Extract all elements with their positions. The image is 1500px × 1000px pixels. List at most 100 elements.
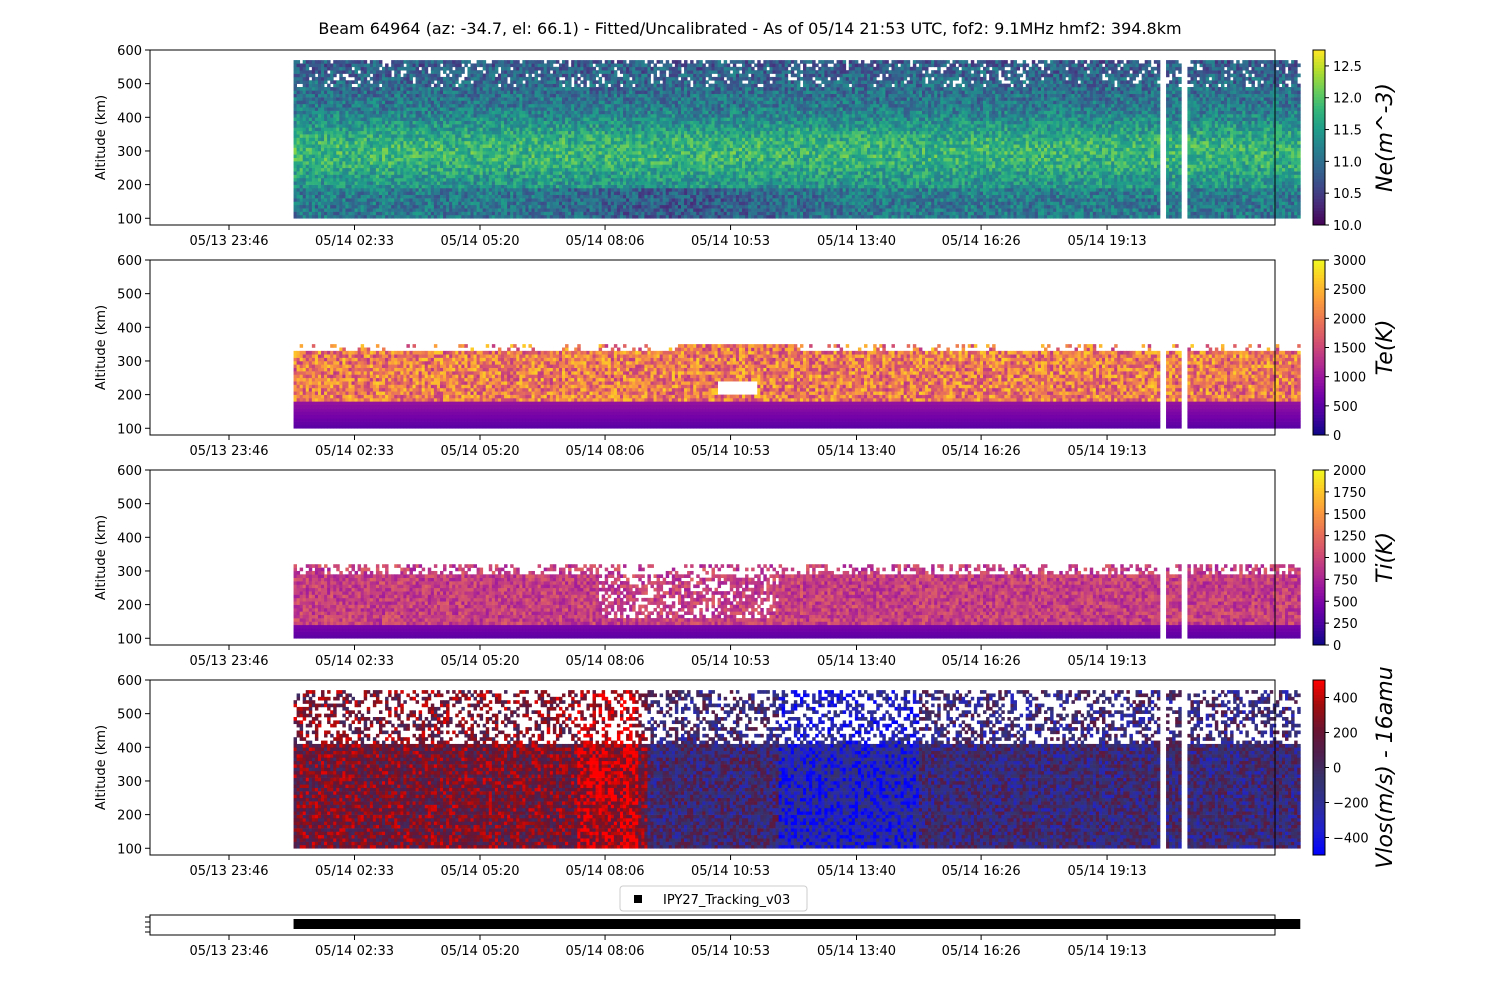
heatmap-cell [348, 188, 351, 192]
heatmap-cell [477, 208, 480, 212]
heatmap-cell [474, 67, 477, 71]
heatmap-cell [483, 168, 486, 172]
heatmap-cell [333, 84, 336, 88]
heatmap-cell [394, 77, 397, 81]
heatmap-cell [489, 74, 492, 78]
heatmap-cell [483, 97, 486, 101]
heatmap-cell [471, 104, 474, 108]
heatmap-cell [553, 212, 556, 216]
heatmap-cell [330, 114, 333, 118]
heatmap-cell [425, 141, 428, 145]
heatmap-cell [467, 212, 470, 216]
heatmap-cell [480, 111, 483, 115]
heatmap-cell [342, 164, 345, 168]
heatmap-cell [358, 94, 361, 98]
heatmap-cell [409, 215, 412, 219]
heatmap-cell [486, 178, 489, 182]
heatmap-cell [547, 60, 550, 64]
heatmap-cell [419, 161, 422, 165]
heatmap-cell [434, 201, 437, 205]
heatmap-cell [388, 198, 391, 202]
heatmap-cell [471, 158, 474, 162]
heatmap-cell [528, 100, 531, 104]
heatmap-cell [315, 212, 318, 216]
heatmap-cell [327, 151, 330, 155]
heatmap-cell [519, 127, 522, 131]
heatmap-cell [455, 70, 458, 74]
heatmap-cell [330, 104, 333, 108]
heatmap-cell [394, 70, 397, 74]
heatmap-cell [516, 181, 519, 185]
heatmap-cell [294, 84, 297, 88]
heatmap-cell [358, 212, 361, 216]
heatmap-cell [525, 164, 528, 168]
heatmap-cell [373, 94, 376, 98]
heatmap-cell [440, 94, 443, 98]
heatmap-cell [489, 141, 492, 145]
heatmap-cell [376, 148, 379, 152]
heatmap-cell [294, 114, 297, 118]
heatmap-cell [440, 97, 443, 101]
heatmap-cell [379, 171, 382, 175]
heatmap-cell [400, 94, 403, 98]
heatmap-cell [471, 100, 474, 104]
heatmap-cell [306, 97, 309, 101]
heatmap-cell [294, 77, 297, 81]
heatmap-cell [458, 198, 461, 202]
heatmap-cell [397, 127, 400, 131]
heatmap-cell [480, 188, 483, 192]
heatmap-cell [440, 111, 443, 115]
heatmap-cell [327, 114, 330, 118]
heatmap-cell [373, 131, 376, 135]
heatmap-cell [483, 84, 486, 88]
heatmap-cell [336, 171, 339, 175]
heatmap-cell [431, 77, 434, 81]
heatmap-cell [553, 131, 556, 135]
heatmap-cell [449, 87, 452, 91]
heatmap-cell [330, 124, 333, 128]
heatmap-cell [498, 191, 501, 195]
heatmap-cell [303, 77, 306, 81]
heatmap-cell [327, 74, 330, 78]
heatmap-cell [550, 84, 553, 88]
heatmap-cell [547, 87, 550, 91]
heatmap-cell [461, 181, 464, 185]
heatmap-cell [443, 77, 446, 81]
heatmap-cell [364, 63, 367, 67]
heatmap-cell [367, 127, 370, 131]
heatmap-cell [416, 94, 419, 98]
heatmap-cell [391, 111, 394, 115]
heatmap-cell [507, 74, 510, 78]
heatmap-cell [367, 154, 370, 158]
heatmap-cell [522, 178, 525, 182]
heatmap-cell [425, 127, 428, 131]
heatmap-cell [406, 111, 409, 115]
heatmap-cell [309, 127, 312, 131]
heatmap-cell [522, 70, 525, 74]
heatmap-cell [422, 90, 425, 94]
heatmap-cell [498, 185, 501, 189]
heatmap-cell [477, 114, 480, 118]
heatmap-cell [330, 151, 333, 155]
heatmap-cell [452, 198, 455, 202]
heatmap-cell [367, 151, 370, 155]
heatmap-cell [513, 97, 516, 101]
heatmap-cell [443, 212, 446, 216]
heatmap-cell [474, 121, 477, 125]
heatmap-cell [318, 134, 321, 138]
heatmap-cell [446, 168, 449, 172]
heatmap-cell [467, 148, 470, 152]
heatmap-cell [315, 104, 318, 108]
heatmap-cell [516, 164, 519, 168]
heatmap-cell [474, 70, 477, 74]
heatmap-cell [504, 195, 507, 199]
heatmap-cell [406, 154, 409, 158]
heatmap-cell [428, 198, 431, 202]
heatmap-cell [434, 144, 437, 148]
heatmap-cell [348, 181, 351, 185]
heatmap-cell [339, 124, 342, 128]
heatmap-cell [428, 148, 431, 152]
heatmap-cell [431, 168, 434, 172]
heatmap-cell [333, 70, 336, 74]
heatmap-cell [446, 151, 449, 155]
